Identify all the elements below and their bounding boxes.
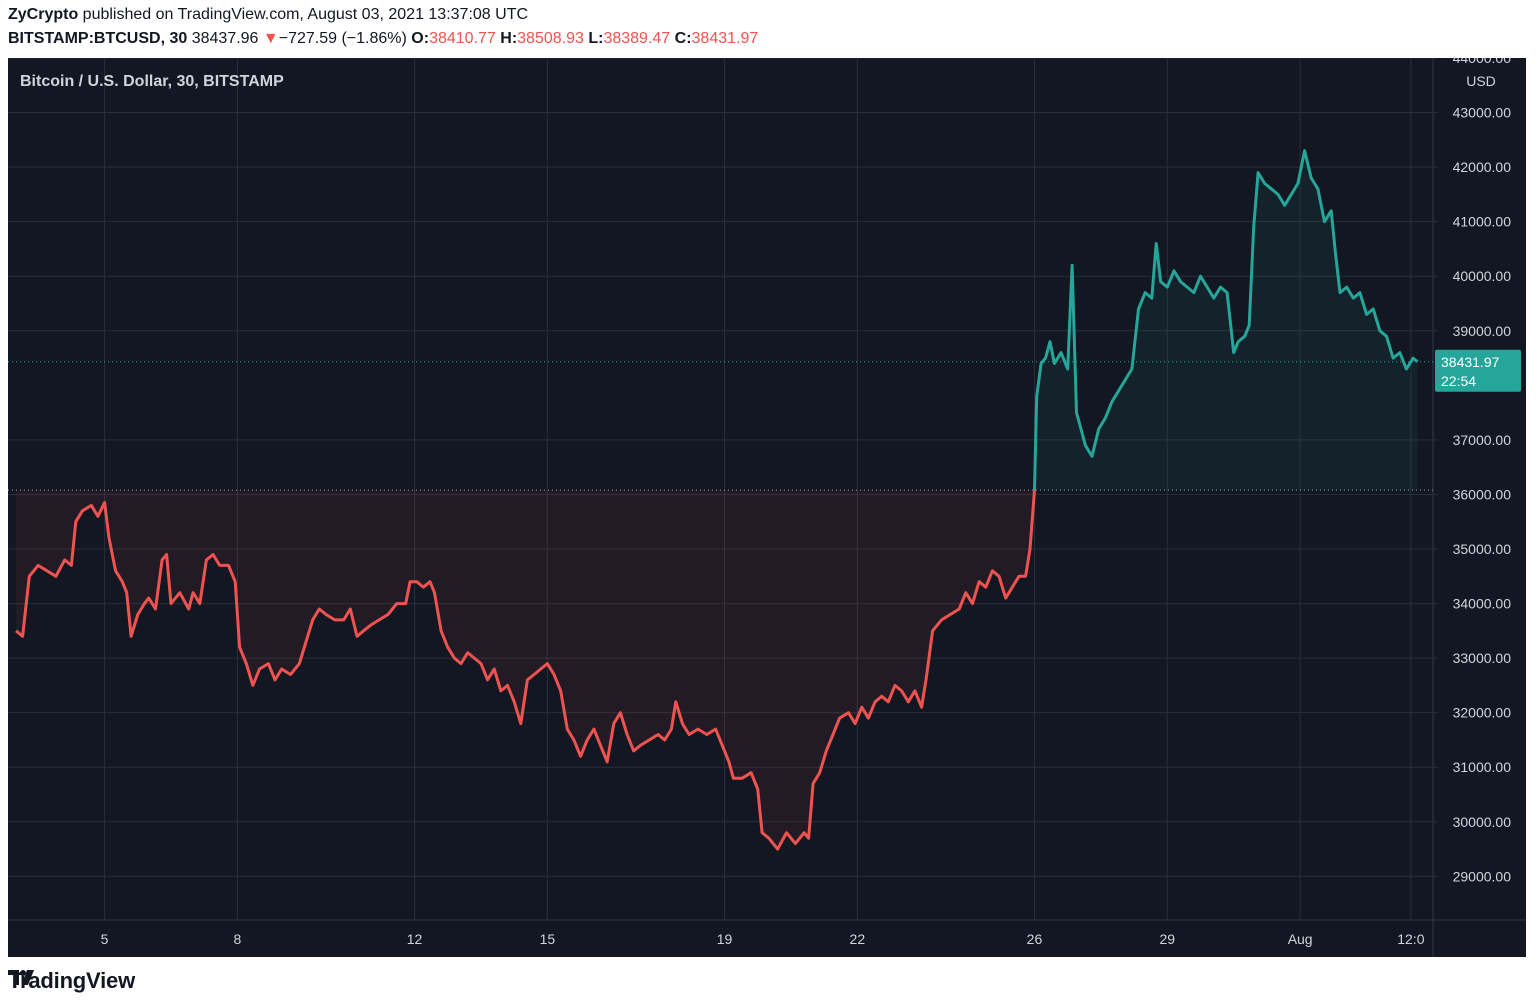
up-series-line [1033, 149, 1419, 491]
countdown-label: 22:54 [1441, 373, 1476, 389]
x-tick-label: 26 [1027, 931, 1043, 947]
price-lines [8, 149, 1433, 851]
y-tick-label: 41000.00 [1453, 214, 1512, 230]
x-axis[interactable]: 5 8 12 15 19 22 26 29 Aug 12:0 [101, 931, 1425, 947]
chart-panel[interactable]: 44000.00 43000.00 42000.00 41000.00 40000.00… [8, 58, 1526, 957]
open-label: O: [411, 30, 430, 47]
close-value: 38431.97 [691, 30, 759, 47]
symbol-label: BITSTAMP:BTCUSD, 30 [8, 30, 188, 47]
y-tick-label: 30000.00 [1453, 814, 1512, 830]
open-value: 38410.77 [429, 30, 496, 47]
x-tick-label: 5 [101, 931, 109, 947]
x-tick-label: 12 [407, 931, 423, 947]
x-tick-label: 8 [234, 931, 242, 947]
author-name[interactable]: ZyCrypto [8, 6, 79, 23]
chart-title: Bitcoin / U.S. Dollar, 30, BITSTAMP [20, 73, 284, 90]
y-tick-label: 35000.00 [1453, 541, 1512, 557]
publish-info: published on TradingView.com, August 03,… [78, 6, 529, 23]
x-tick-label: 22 [850, 931, 866, 947]
last-price: 38437.96 [191, 30, 259, 47]
y-axis[interactable]: 44000.00 43000.00 42000.00 41000.00 40000.00… [1433, 58, 1521, 884]
low-label: L: [588, 30, 604, 47]
low-value: 38389.47 [603, 30, 671, 47]
x-tick-label: 15 [540, 931, 556, 947]
chart-grid [8, 58, 1526, 957]
y-tick-label: 44000.00 [1453, 58, 1512, 66]
down-area-fill [16, 490, 1035, 850]
price-chart[interactable]: 44000.00 43000.00 42000.00 41000.00 40000.00… [8, 58, 1526, 957]
high-value: 38508.93 [517, 30, 584, 47]
high-label: H: [500, 30, 518, 47]
currency-label: USD [1466, 73, 1496, 89]
last-price-badge [1435, 349, 1521, 392]
y-tick-label: 32000.00 [1453, 705, 1512, 721]
y-tick-label: 31000.00 [1453, 759, 1512, 775]
tradingview-logo[interactable]: TradingView [8, 968, 135, 994]
y-tick-label: 34000.00 [1453, 596, 1512, 612]
symbol-line: BITSTAMP:BTCUSD, 30 38437.96 ▼−727.59 (−… [8, 30, 758, 48]
up-area-fill [1034, 150, 1418, 491]
y-tick-label: 36000.00 [1453, 486, 1512, 502]
down-series-line [15, 489, 1036, 851]
down-arrow-icon: ▼ [262, 30, 279, 47]
y-tick-label: 33000.00 [1453, 650, 1512, 666]
x-tick-label: Aug [1288, 931, 1313, 947]
tradingview-logo-icon [8, 970, 34, 985]
last-price-label: 38431.97 [1441, 354, 1500, 370]
price-change: −727.59 (−1.86%) [278, 30, 407, 47]
close-label: C: [674, 30, 692, 47]
y-tick-label: 43000.00 [1453, 105, 1512, 121]
x-tick-label: 12:0 [1397, 931, 1424, 947]
y-tick-label: 39000.00 [1453, 323, 1512, 339]
area-fills [16, 150, 1418, 850]
x-tick-label: 29 [1160, 931, 1176, 947]
y-tick-label: 37000.00 [1453, 432, 1512, 448]
y-tick-label: 29000.00 [1453, 868, 1512, 884]
x-tick-label: 19 [717, 931, 733, 947]
publish-line: ZyCrypto published on TradingView.com, A… [8, 6, 528, 24]
y-tick-label: 42000.00 [1453, 159, 1512, 175]
y-tick-label: 40000.00 [1453, 268, 1512, 284]
